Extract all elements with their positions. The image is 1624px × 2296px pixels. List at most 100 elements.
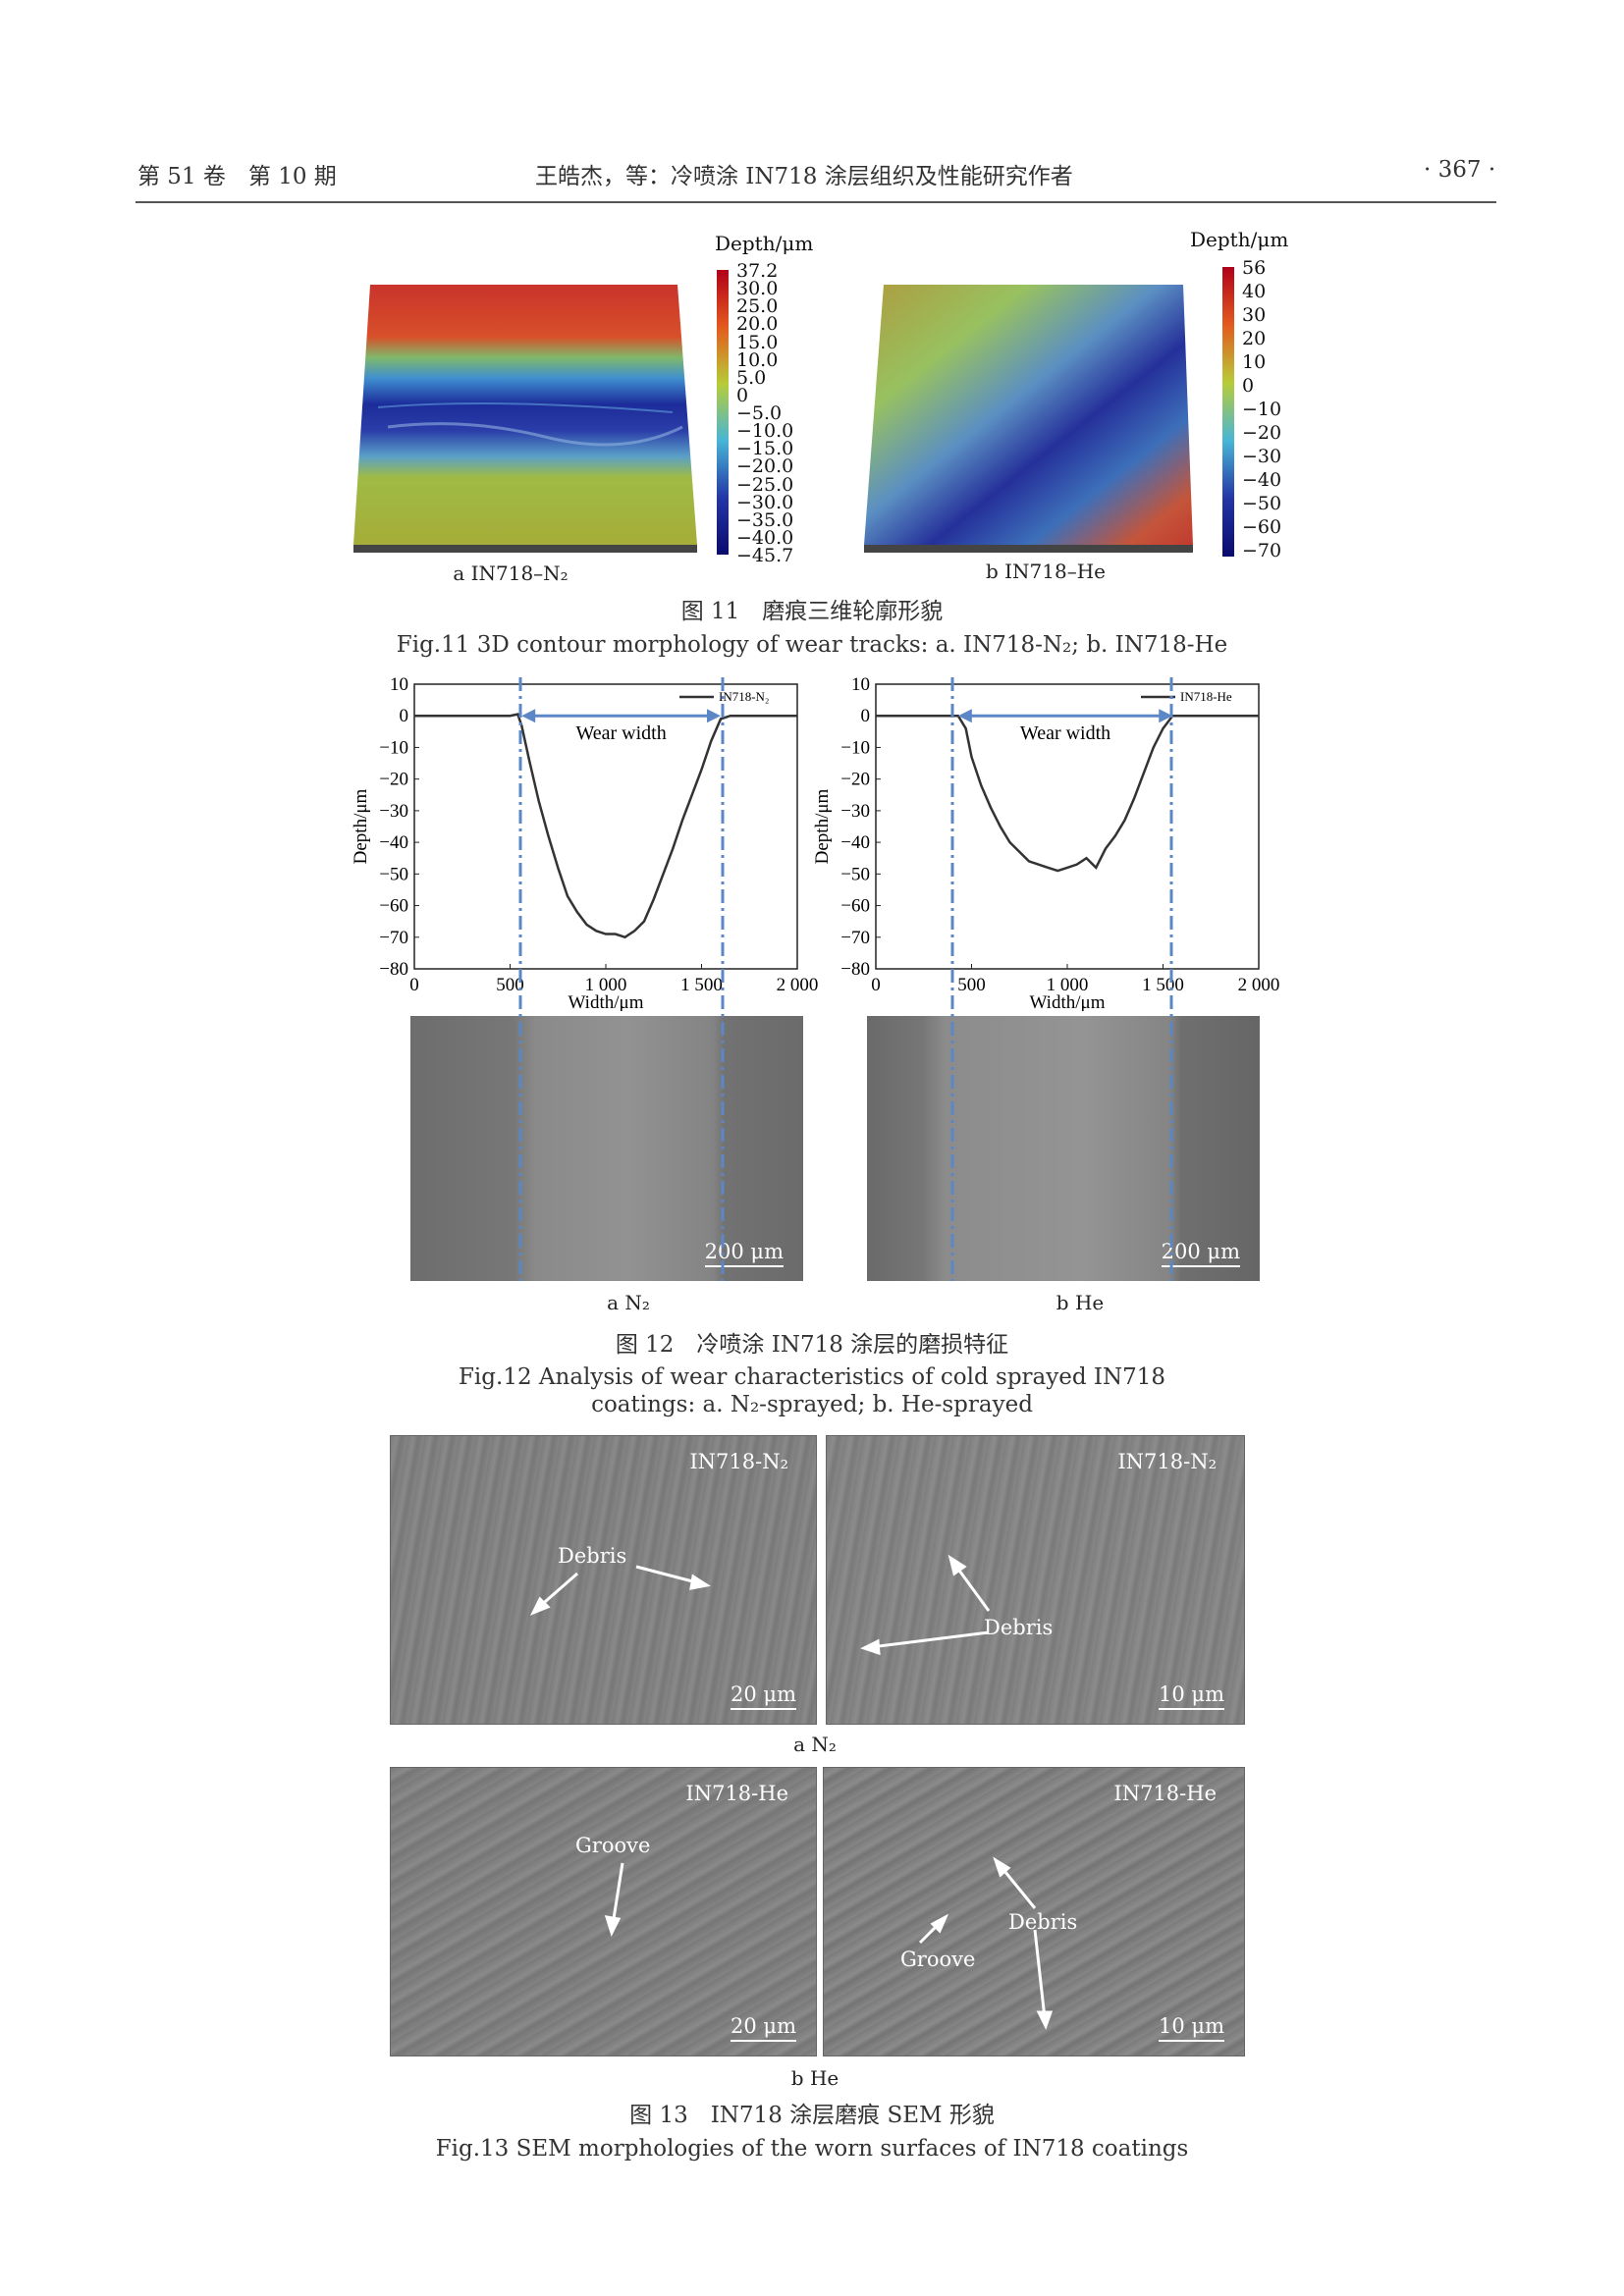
fig12-label-a: a N₂ xyxy=(607,1291,650,1314)
legend-label: IN718-N₂ xyxy=(719,689,769,704)
fig12a-scale-bar: 200 μm xyxy=(704,1240,784,1267)
fig13-p2-scale-text: 10 μm xyxy=(1159,1682,1224,1706)
y-tick-label: 0 xyxy=(400,706,409,726)
fig13-p3-tag: IN718-He xyxy=(685,1782,788,1805)
fig13-label-a: a N₂ xyxy=(793,1733,837,1756)
page-number: · 367 · xyxy=(1424,157,1496,183)
fig12-profile-chart-b: 100−10−20−30−40−50−60−70−800 500 1 000 1 50… xyxy=(812,674,1279,1011)
x-axis-label: Width/μm xyxy=(568,992,644,1011)
wear-width-label: Wear width xyxy=(1020,722,1110,744)
fig11a-colorbar-tick-10: −15.0 xyxy=(736,438,794,460)
fig11b-colorbar-tick-1: 40 xyxy=(1242,281,1267,302)
fig11b-colorbar-tick-3: 20 xyxy=(1242,328,1267,349)
fig13-p2-scale-bar: 10 μm xyxy=(1159,1682,1224,1710)
fig13-p2-debris-label: Debris xyxy=(984,1616,1054,1639)
fig11a-colorbar-tick-3: 20.0 xyxy=(736,313,779,336)
fig11a-colorbar-tick-11: −20.0 xyxy=(736,455,794,478)
fig11a-colorbar-tick-9: −10.0 xyxy=(736,420,794,443)
y-tick-label: −20 xyxy=(840,770,870,790)
fig11-caption-en: Fig.11 3D contour morphology of wear tra… xyxy=(396,632,1228,658)
wear-width-arrowhead-left xyxy=(521,709,536,723)
fig11b-colorbar-title: Depth/μm xyxy=(1190,228,1289,251)
fig11a-colorbar xyxy=(717,270,729,555)
fig11b-colorbar-tick-0: 56 xyxy=(1242,257,1267,279)
y-tick-label: 10 xyxy=(851,674,870,695)
fig11a-colorbar-tick-6: 5.0 xyxy=(736,366,767,389)
fig11a-colorbar-tick-14: −35.0 xyxy=(736,508,794,531)
series-line xyxy=(414,713,797,939)
fig13-sem-panel-4: IN718-He Debris Groove 10 μm xyxy=(823,1767,1245,2056)
fig13-caption-en: Fig.13 SEM morphologies of the worn surf… xyxy=(435,2136,1189,2162)
y-tick-label: 10 xyxy=(390,674,408,695)
fig11b-colorbar-tick-12: −70 xyxy=(1242,540,1282,561)
fig11b-colorbar-tick-4: 10 xyxy=(1242,351,1267,373)
x-tick-label: 500 xyxy=(957,975,986,995)
journal-volume: 第 51 卷 第 10 期 xyxy=(137,164,337,189)
fig11a-colorbar-tick-8: −5.0 xyxy=(736,402,783,424)
fig13-p1-tag: IN718-N₂ xyxy=(689,1450,788,1473)
y-axis-label: Depth/μm xyxy=(351,788,371,864)
fig11-caption-cn: 图 11 磨痕三维轮廓形貌 xyxy=(680,599,944,624)
fig11-panel-a-3d-surface xyxy=(353,285,697,553)
fig13-sem-panel-2: IN718-N₂ Debris 10 μm xyxy=(826,1435,1245,1725)
fig13-p1-arrows xyxy=(529,1565,711,1616)
fig12-caption-cn: 图 12 冷喷涂 IN718 涂层的磨损特征 xyxy=(615,1332,1009,1358)
x-axis-label: Width/μm xyxy=(1030,992,1106,1011)
x-tick-label: 1 000 xyxy=(585,975,627,995)
y-tick-label: −70 xyxy=(379,928,408,948)
fig12-caption-en-2: coatings: a. N₂-sprayed; b. He-sprayed xyxy=(591,1392,1033,1417)
fig13-p4-scale-text: 10 μm xyxy=(1159,2014,1224,2038)
fig13-p1-scale-text: 20 μm xyxy=(731,1682,796,1706)
fig11b-colorbar-tick-9: −40 xyxy=(1242,469,1282,491)
fig13-p3-arrows xyxy=(604,1862,624,1937)
fig11a-colorbar-tick-2: 25.0 xyxy=(736,295,779,318)
fig11a-colorbar-tick-4: 15.0 xyxy=(736,331,779,353)
y-tick-label: −40 xyxy=(379,832,408,853)
x-tick-label: 1 500 xyxy=(680,975,723,995)
y-tick-label: −40 xyxy=(840,832,870,853)
fig11a-colorbar-ticks: 37.2 30.0 25.0 20.0 15.0 10.0 5.0 0 −5.0 −10.0 −15… xyxy=(736,262,815,567)
fig13-label-b: b He xyxy=(790,2066,839,2090)
wear-width-arrowhead-right xyxy=(1159,709,1173,723)
y-tick-label: −50 xyxy=(379,864,408,884)
y-tick-label: −80 xyxy=(379,959,408,980)
fig11b-colorbar-tick-2: 30 xyxy=(1242,304,1267,326)
x-tick-label: 0 xyxy=(871,975,881,995)
y-tick-label: −10 xyxy=(840,737,870,758)
fig13-p4-debris-label: Debris xyxy=(1008,1910,1078,1934)
fig11b-colorbar-tick-5: 0 xyxy=(1242,375,1255,397)
y-tick-label: −60 xyxy=(840,896,870,917)
x-tick-label: 1 500 xyxy=(1142,975,1184,995)
fig12-wear-guide-lines xyxy=(518,677,1173,1281)
y-tick-label: −80 xyxy=(840,959,870,980)
x-tick-label: 500 xyxy=(496,975,524,995)
fig11a-colorbar-title: Depth/μm xyxy=(715,232,814,255)
fig12-profile-chart-a: 100−10−20−30−40−50−60−70−800 500 1 000 1 50… xyxy=(351,674,819,1011)
x-tick-label: 2 000 xyxy=(777,975,819,995)
fig11a-colorbar-tick-15: −40.0 xyxy=(736,526,794,549)
fig13-p4-tag: IN718-He xyxy=(1113,1782,1217,1805)
fig11b-colorbar-tick-6: −10 xyxy=(1242,399,1282,420)
fig13-p3-scale-bar: 20 μm xyxy=(731,2014,796,2042)
fig13-caption-cn: 图 13 IN718 涂层磨痕 SEM 形貌 xyxy=(629,2103,995,2128)
fig13-p4-groove-label: Groove xyxy=(900,1948,976,1971)
fig12-caption-en-1: Fig.12 Analysis of wear characteristics … xyxy=(458,1364,1166,1390)
y-tick-label: −60 xyxy=(379,896,408,917)
fig11-panel-b-3d-surface xyxy=(864,285,1193,553)
header-rule xyxy=(135,201,1496,203)
wear-width-arrowhead-left xyxy=(957,709,972,723)
fig11a-colorbar-tick-12: −25.0 xyxy=(736,473,794,496)
y-tick-label: −50 xyxy=(840,864,870,884)
wear-width-arrowhead-right xyxy=(707,709,721,723)
fig13-p1-scale-bar: 20 μm xyxy=(731,1682,796,1710)
fig13-sem-panel-3: IN718-He Groove 20 μm xyxy=(390,1767,817,2056)
fig11a-colorbar-tick-13: −30.0 xyxy=(736,491,794,513)
y-tick-label: −10 xyxy=(379,737,408,758)
fig11a-colorbar-tick-7: 0 xyxy=(736,384,749,406)
y-axis-label: Depth/μm xyxy=(812,788,833,864)
fig12-micrograph-b: 200 μm xyxy=(867,1016,1260,1281)
fig11a-colorbar-tick-16: −45.7 xyxy=(736,545,794,566)
fig13-p2-tag: IN718-N₂ xyxy=(1117,1450,1217,1473)
fig11b-colorbar-ticks: 56 40 30 20 10 0 −10 −20 −30 −40 −50 −60 −70 xyxy=(1242,257,1301,564)
fig12-label-b: b He xyxy=(1056,1291,1105,1314)
